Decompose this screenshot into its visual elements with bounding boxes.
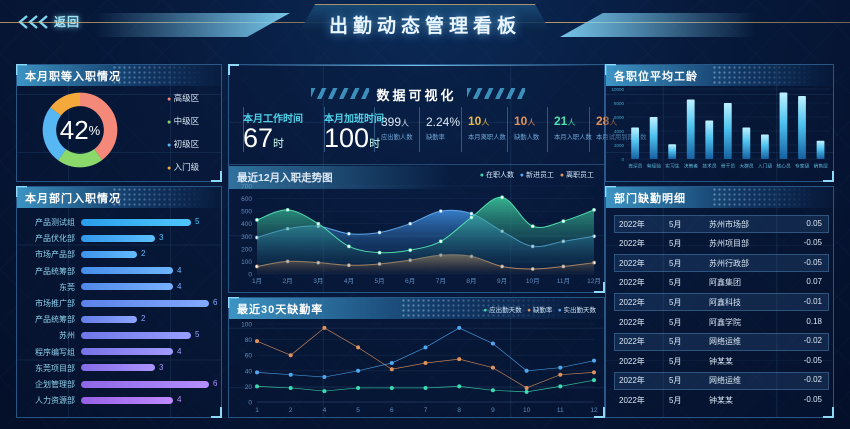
svg-text:11月: 11月: [557, 277, 570, 285]
svg-text:500: 500: [241, 209, 252, 216]
svg-text:0: 0: [621, 157, 624, 162]
svg-text:6: 6: [390, 407, 394, 414]
svg-text:12月: 12月: [587, 277, 601, 285]
svg-text:9: 9: [491, 407, 495, 414]
svg-text:300: 300: [241, 234, 252, 241]
svg-text:600: 600: [241, 196, 252, 203]
svg-text:5: 5: [356, 407, 360, 414]
svg-text:9月: 9月: [497, 277, 507, 285]
svg-text:2000: 2000: [614, 143, 625, 148]
svg-text:专家级: 专家级: [795, 163, 810, 170]
svg-text:80: 80: [245, 337, 253, 344]
svg-text:700: 700: [241, 184, 252, 191]
svg-text:资深员: 资深员: [628, 163, 643, 170]
svg-text:2: 2: [289, 407, 293, 414]
svg-text:11: 11: [557, 407, 564, 414]
svg-text:核心员: 核心员: [776, 163, 791, 170]
svg-text:6月: 6月: [405, 277, 415, 285]
svg-text:10: 10: [523, 407, 531, 414]
svg-text:6000: 6000: [614, 115, 625, 120]
svg-text:60: 60: [245, 353, 253, 360]
svg-text:12: 12: [590, 407, 598, 414]
svg-text:1: 1: [255, 407, 259, 414]
svg-text:7月: 7月: [436, 277, 446, 285]
svg-text:8: 8: [457, 407, 461, 414]
svg-text:10000: 10000: [611, 87, 624, 92]
svg-text:大群员: 大群员: [739, 163, 754, 170]
svg-text:3月: 3月: [313, 277, 323, 285]
svg-text:7: 7: [424, 407, 428, 414]
svg-text:2月: 2月: [283, 277, 293, 285]
svg-text:有经验: 有经验: [647, 163, 662, 170]
svg-text:400: 400: [241, 221, 252, 228]
svg-text:40: 40: [245, 368, 253, 375]
svg-text:骨干员: 骨干员: [721, 164, 736, 170]
svg-text:实习生: 实习生: [665, 163, 680, 170]
svg-text:4000: 4000: [614, 129, 625, 134]
svg-text:4: 4: [323, 407, 327, 414]
svg-text:200: 200: [241, 246, 252, 253]
svg-text:4月: 4月: [344, 277, 354, 285]
svg-text:8月: 8月: [466, 277, 476, 285]
svg-text:10月: 10月: [526, 277, 540, 285]
svg-text:销售层: 销售层: [814, 163, 829, 170]
svg-text:20: 20: [245, 384, 253, 391]
svg-text:1月: 1月: [252, 277, 262, 285]
svg-text:100: 100: [241, 259, 252, 266]
svg-text:决策者: 决策者: [684, 163, 699, 170]
svg-text:100: 100: [241, 322, 252, 329]
svg-text:5月: 5月: [374, 277, 384, 285]
svg-text:0: 0: [248, 400, 252, 407]
svg-text:入门级: 入门级: [758, 163, 773, 170]
svg-text:技术员: 技术员: [702, 163, 717, 170]
svg-text:8000: 8000: [614, 101, 625, 106]
